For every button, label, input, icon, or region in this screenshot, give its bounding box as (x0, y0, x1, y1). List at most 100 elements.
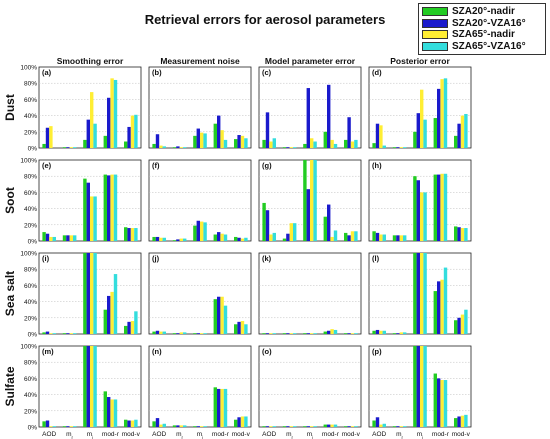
bar (457, 227, 461, 241)
bar (103, 135, 107, 148)
bar (403, 332, 407, 334)
bar (42, 143, 46, 148)
bar (52, 426, 56, 427)
bar (272, 232, 276, 241)
bar (110, 291, 114, 334)
panel-letter: (k) (262, 254, 272, 263)
bar (66, 333, 70, 334)
bar (454, 135, 458, 148)
bar (62, 426, 67, 427)
bar (423, 192, 427, 241)
bar (155, 134, 160, 148)
bar (306, 333, 310, 334)
bar (93, 253, 97, 334)
bar (110, 78, 114, 148)
bar (286, 147, 290, 148)
bar (90, 92, 94, 148)
bar (196, 128, 200, 148)
bar (347, 235, 351, 241)
panel-letter: (l) (372, 254, 380, 263)
bar (62, 235, 67, 241)
bar (217, 388, 221, 427)
bar (262, 333, 266, 334)
bar (399, 426, 403, 427)
bar (240, 416, 245, 427)
bar (372, 143, 376, 148)
bar (172, 147, 177, 148)
bar (433, 291, 437, 334)
bar (443, 267, 448, 334)
bar (262, 426, 266, 427)
x-tick-label: mr (396, 431, 403, 439)
bar (313, 160, 317, 241)
bar (420, 89, 424, 148)
x-tick-subscript: r (402, 435, 404, 439)
bar (303, 333, 307, 334)
bar (350, 333, 355, 334)
bar (392, 147, 397, 148)
bar (423, 119, 427, 148)
x-tick-label: mr (286, 431, 293, 439)
column-title: Posterior error (390, 56, 450, 66)
bar (220, 388, 224, 427)
bar (234, 236, 238, 241)
bar (159, 331, 163, 334)
bar (344, 139, 348, 148)
bar (152, 143, 156, 148)
bar (310, 426, 314, 427)
bar (220, 296, 224, 334)
bar (130, 321, 135, 334)
bar (460, 415, 465, 427)
bar (244, 138, 248, 148)
bar (269, 333, 273, 334)
bar (313, 426, 317, 427)
x-tick-label: AOD (42, 431, 56, 438)
bar (333, 424, 338, 427)
bar (399, 332, 403, 334)
panel-letter: (j) (152, 254, 160, 263)
y-tick-label: 100% (20, 251, 37, 258)
bar (354, 139, 358, 148)
bar (223, 234, 228, 241)
panel-letter: (h) (372, 161, 382, 170)
bar (423, 253, 427, 334)
panel-letter: (m) (42, 347, 54, 356)
legend: SZA20°-nadir SZA20°-VZA16° SZA65°-nadir … (418, 3, 546, 55)
bar (379, 330, 383, 334)
bar (269, 426, 273, 427)
x-tick-label: mod-r (322, 431, 340, 438)
panel: (l) (368, 252, 472, 335)
bar (350, 231, 355, 241)
bar (134, 311, 138, 334)
bar (155, 330, 160, 334)
bar (193, 426, 197, 427)
bar (347, 117, 351, 148)
bar (420, 253, 424, 334)
bar (237, 417, 241, 427)
legend-label: SZA20°-VZA16° (452, 17, 526, 29)
bar (454, 226, 458, 241)
bar (223, 139, 228, 148)
bar (113, 399, 118, 427)
y-tick-label: 0% (28, 332, 38, 339)
y-tick-label: 40% (24, 113, 37, 120)
bar (443, 380, 448, 427)
bar (217, 296, 221, 334)
bar (155, 418, 160, 427)
panel: (c) (258, 66, 362, 149)
bar (240, 321, 245, 334)
bar (392, 333, 397, 334)
bar (203, 333, 207, 334)
bar (382, 330, 386, 334)
bar (127, 321, 131, 334)
bar (327, 84, 331, 148)
x-tick-subscript: r (182, 435, 184, 439)
bar (73, 333, 77, 334)
bar (86, 346, 90, 427)
bar (327, 330, 331, 334)
bar (265, 426, 270, 427)
bar (134, 419, 138, 427)
bar (327, 204, 331, 241)
bar (107, 397, 111, 427)
